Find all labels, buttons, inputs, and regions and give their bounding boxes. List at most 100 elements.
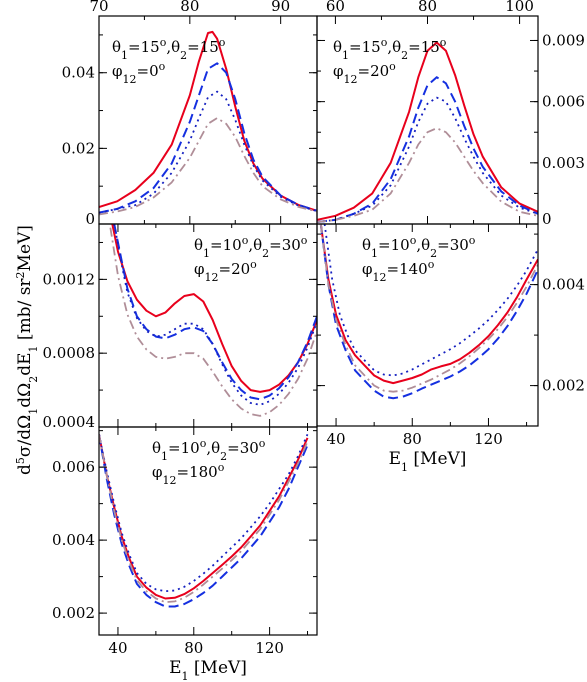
y-axis-title-part: 2 (27, 376, 40, 383)
y-tick-label: 0.006 (52, 458, 95, 476)
annotation-part: φ (152, 463, 163, 481)
annotation-part: 2 (262, 247, 269, 260)
panel-annotation-angles: θ1=15o,θ2=15o (333, 36, 447, 62)
annotation-part: o (159, 60, 166, 73)
y-axis-title-part: 1 (27, 408, 40, 415)
series-solid-line (99, 434, 309, 600)
series-dotted-line (317, 96, 538, 223)
y-tick-label: 0 (542, 210, 552, 228)
panel-p5: 40 80 1200.0020.0040.006θ1=10o,θ2=30oφ12=1… (52, 426, 318, 682)
annotation-part: =20 (358, 62, 390, 80)
panel-frame (316, 223, 539, 427)
annotation-part: o (469, 234, 476, 247)
annotation-part: o (242, 234, 249, 247)
y-tick-label: 0.002 (542, 377, 585, 395)
x-tick-label: 80 (180, 0, 199, 15)
x-tick-label: 80 (184, 639, 203, 657)
y-tick-label: 0.004 (542, 276, 585, 294)
annotation-part: =15 (187, 38, 219, 56)
x-axis-title-part: [MeV] (408, 449, 466, 469)
y-axis-title: d5σ/dΩ1dΩ2dE1 [mb/ sr2MeV] (14, 225, 40, 475)
annotation-part: 2 (220, 450, 227, 463)
annotation-part: θ (112, 38, 121, 56)
x-tick-label: 80 (403, 430, 422, 448)
annotation-part: =10 (378, 236, 410, 254)
x-tick-label: 40 (327, 430, 346, 448)
annotation-part: =30 (227, 439, 259, 457)
y-axis-title-part: 1 (27, 345, 40, 352)
annotation-part: 12 (373, 271, 387, 284)
panel-annotation-phi: φ12=0o (112, 60, 166, 86)
annotation-part: φ (362, 260, 373, 278)
annotation-part: o (389, 60, 396, 73)
annotation-part: o (381, 36, 388, 49)
y-tick-label: 0.003 (542, 154, 585, 172)
annotation-part: =0 (137, 62, 159, 80)
y-axis-title-part: dΩ (15, 383, 35, 408)
y-axis-title-part: [mb/ sr (15, 278, 35, 346)
x-tick-label: 120 (474, 430, 503, 448)
panel-annotation-phi: φ12=20o (194, 258, 257, 284)
series-dashdot-line (99, 117, 317, 216)
annotation-part: φ (333, 62, 344, 80)
annotation-part: 1 (121, 49, 128, 62)
annotation-part: ,θ (206, 439, 220, 457)
y-tick-label: 0.002 (52, 604, 95, 622)
x-axis-title-part: [MeV] (189, 658, 247, 678)
x-axis-title: E1 [MeV] (389, 449, 467, 474)
y-tick-label: 0.006 (542, 93, 585, 111)
annotation-part: =180 (177, 463, 218, 481)
panel-annotation-phi: φ12=140o (362, 258, 435, 284)
annotation-part: φ (194, 260, 205, 278)
series-dashdot-line (319, 224, 538, 393)
x-tick-label: 90 (271, 0, 290, 15)
panel-annotation-angles: θ1=10o,θ2=30o (152, 437, 266, 463)
annotation-part: o (428, 258, 435, 271)
y-axis-title-part: dE (15, 352, 35, 375)
annotation-part: θ (194, 236, 203, 254)
panel-annotation-phi: φ12=20o (333, 60, 396, 86)
x-axis-title-part: E (389, 449, 401, 469)
series-solid-line (319, 224, 538, 385)
annotation-part: 12 (163, 474, 177, 487)
annotation-part: θ (362, 236, 371, 254)
panel-p4: 40 80 1200.0020.004θ1=10o,θ2=30oφ12=140oE1… (316, 223, 585, 474)
x-tick-label: 40 (108, 639, 127, 657)
annotation-part: 12 (123, 73, 137, 86)
series-dashed-line (317, 76, 538, 223)
annotation-part: o (301, 234, 308, 247)
y-tick-label: 0.0004 (43, 413, 96, 431)
annotation-part: o (440, 36, 447, 49)
annotation-part: o (200, 437, 207, 450)
annotation-part: =15 (408, 38, 440, 56)
annotation-part: =30 (437, 236, 469, 254)
y-tick-label: 0.04 (62, 64, 95, 82)
annotation-part: 1 (371, 247, 378, 260)
x-tick-label: 70 (89, 0, 108, 15)
series-dashed-line (99, 434, 309, 608)
annotation-part: ,θ (166, 38, 180, 56)
annotation-part: o (410, 234, 417, 247)
x-tick-label: 120 (255, 639, 284, 657)
annotation-part: =140 (387, 260, 428, 278)
annotation-part: =10 (210, 236, 242, 254)
x-axis-title-part: E (169, 658, 181, 678)
panel-annotation-angles: θ1=15o,θ2=15o (112, 36, 226, 62)
annotation-part: 2 (180, 49, 187, 62)
annotation-part: 2 (401, 49, 408, 62)
annotation-part: θ (152, 439, 161, 457)
series-solid-line (111, 224, 317, 393)
series-dotted-line (99, 433, 309, 593)
y-tick-label: 0.0012 (43, 270, 96, 288)
annotation-part: 1 (203, 247, 210, 260)
annotation-part: 2 (430, 247, 437, 260)
panel-annotation-angles: θ1=10o,θ2=30o (362, 234, 476, 260)
annotation-part: =20 (219, 260, 251, 278)
y-tick-label: 0.02 (62, 139, 95, 157)
annotation-part: =15 (128, 38, 160, 56)
annotation-part: =10 (168, 439, 200, 457)
annotation-part: 1 (161, 450, 168, 463)
y-tick-label: 0.0008 (43, 344, 96, 362)
y-axis-title-part: 2 (14, 271, 27, 278)
